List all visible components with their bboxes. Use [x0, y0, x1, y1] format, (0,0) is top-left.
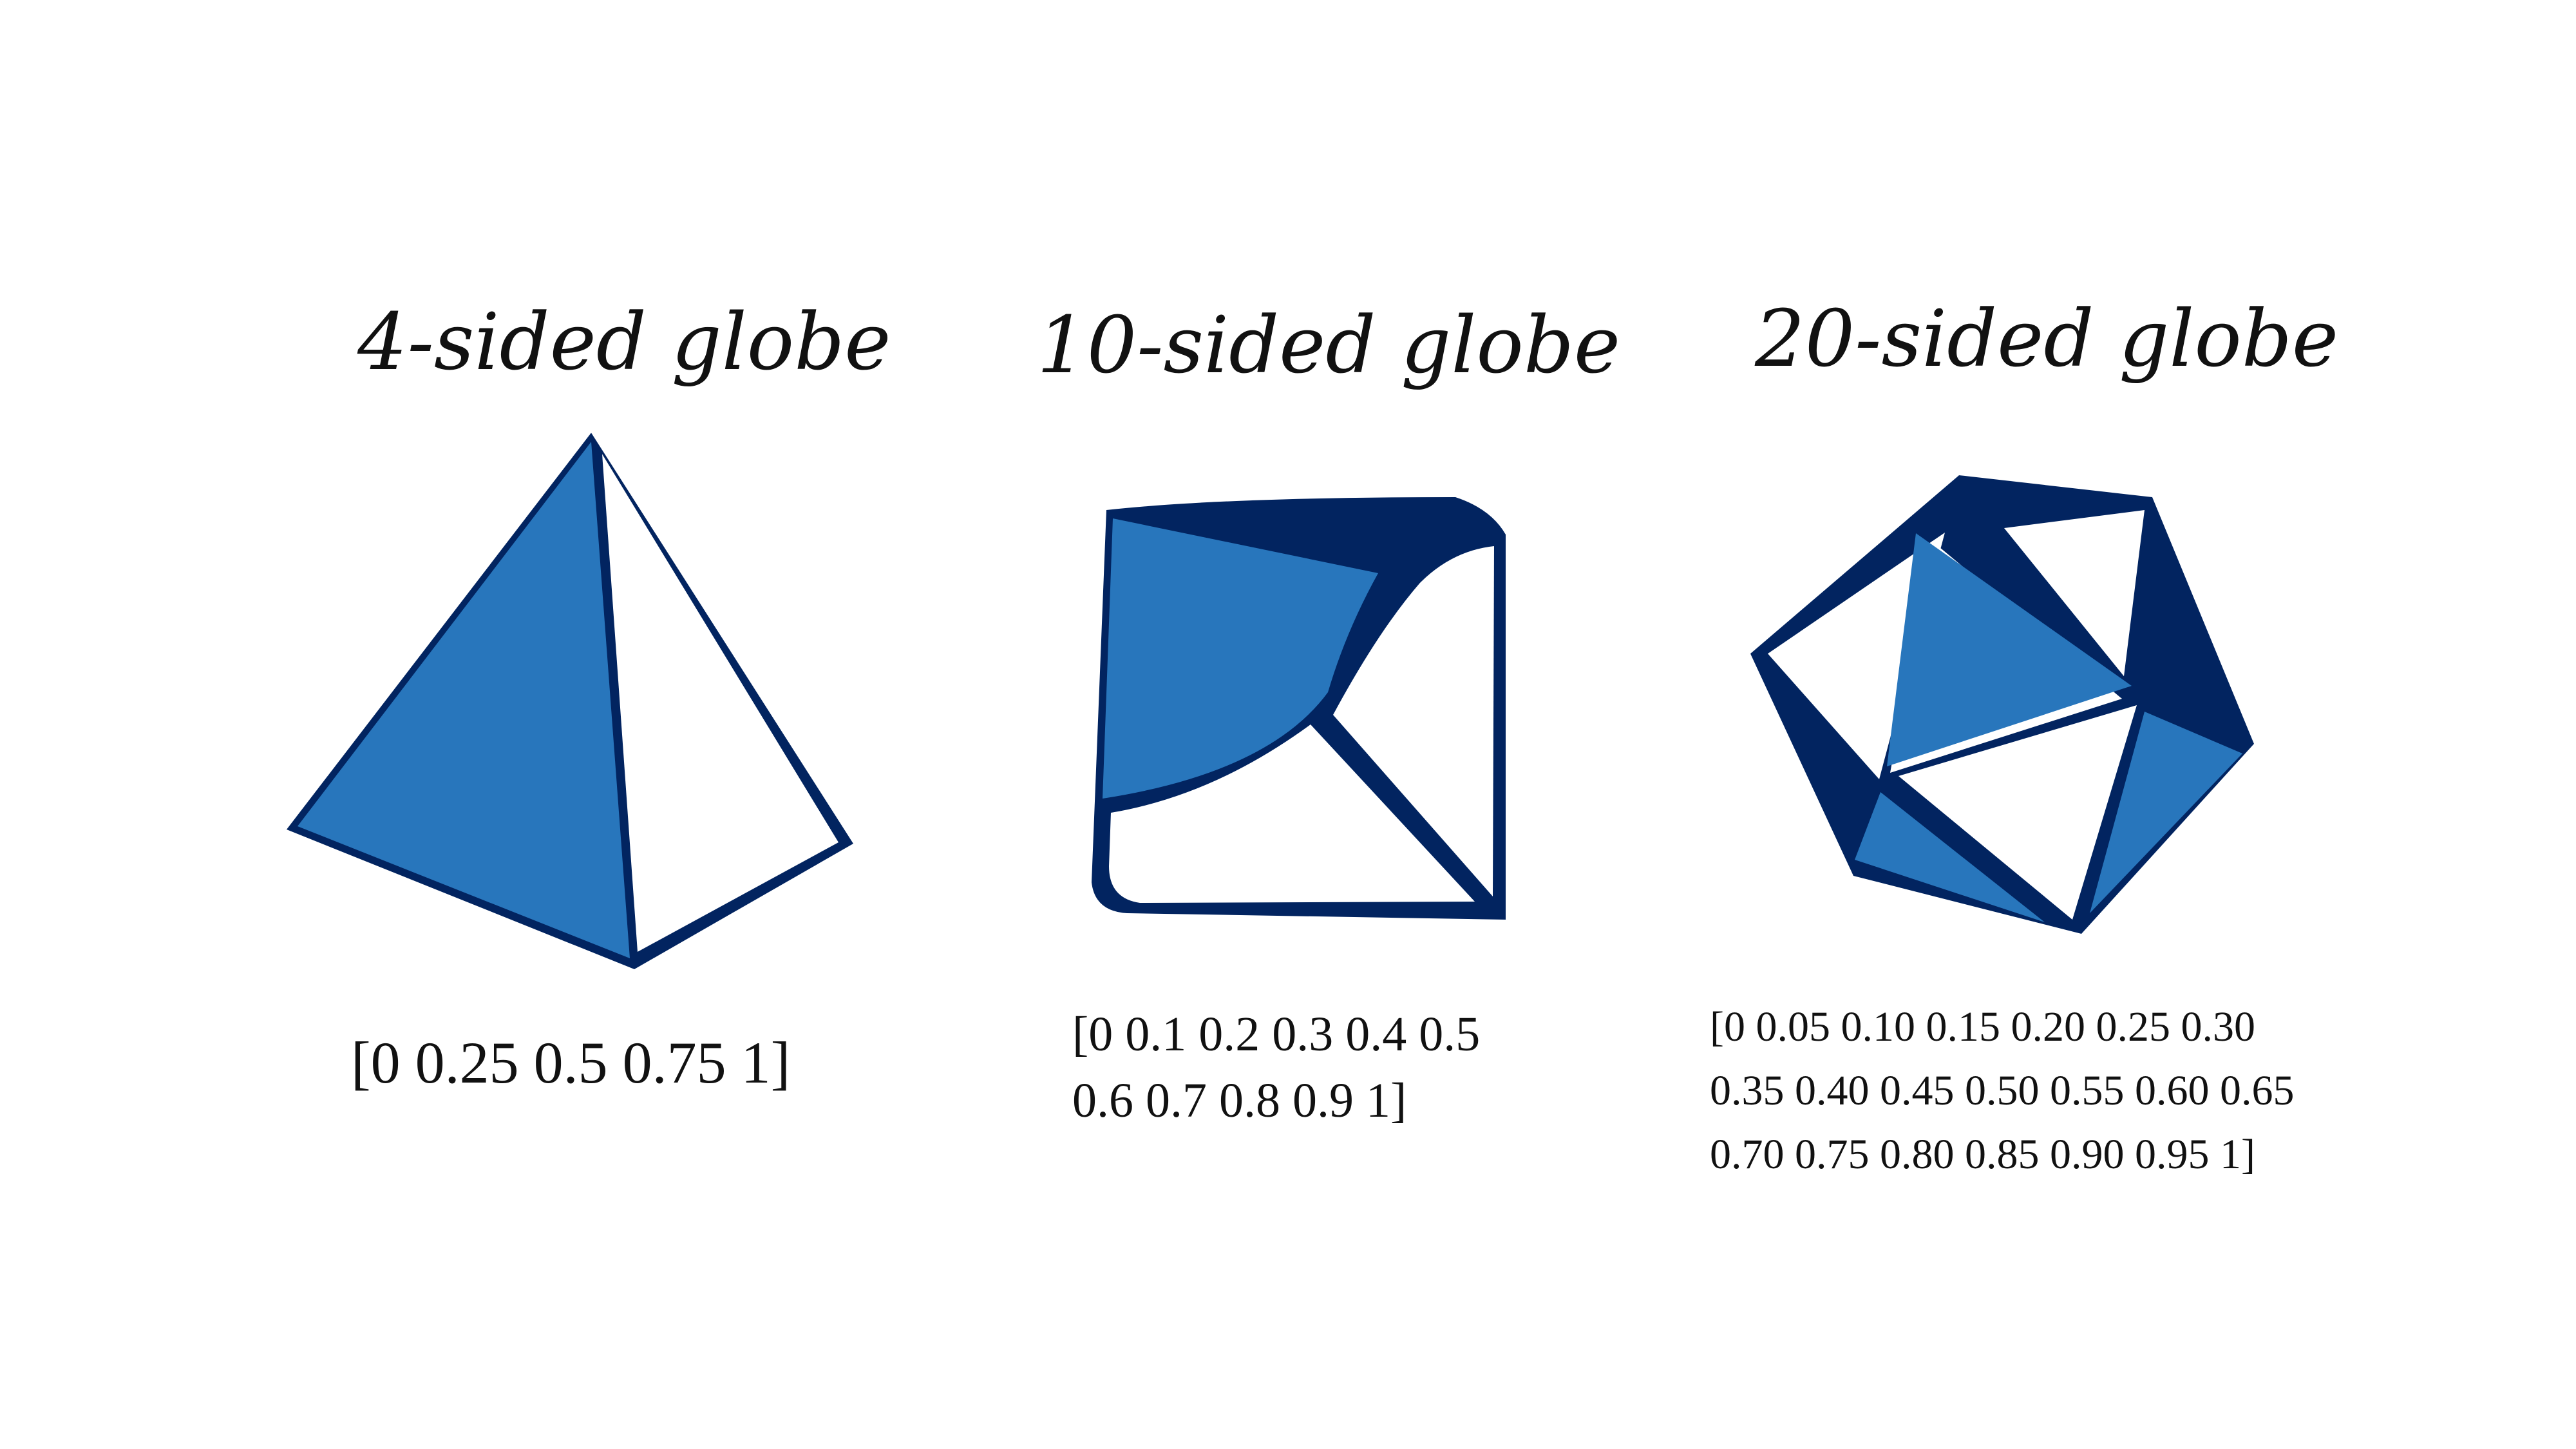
values-line: 0.70 0.75 0.80 0.85 0.90 0.95 1]: [1710, 1131, 2255, 1178]
ico-white-face-left: [1768, 533, 1945, 779]
values-line: [0 0.25 0.5 0.75 1]: [351, 1030, 791, 1095]
values-20-sided: [0 0.05 0.10 0.15 0.20 0.25 0.30 0.35 0.…: [1710, 995, 2295, 1186]
values-line: [0 0.05 0.10 0.15 0.20 0.25 0.30: [1710, 1003, 2255, 1050]
tetra-white-face: [602, 454, 838, 952]
title-10-sided: 10-sided globe: [1037, 299, 1621, 391]
tetrahedron-shape: [287, 433, 853, 969]
ten-sided-shape: [1092, 497, 1506, 920]
tetra-blue-face: [298, 442, 630, 958]
ico-blue-face-bottom-left: [1855, 792, 2045, 922]
ico-white-face-middle: [1899, 705, 2137, 920]
icosahedron-shape: [1750, 475, 2254, 934]
tenside-white-face-right: [1333, 546, 1494, 896]
values-line: 0.6 0.7 0.8 0.9 1]: [1072, 1074, 1407, 1128]
values-4-sided: [0 0.25 0.5 0.75 1]: [351, 1027, 790, 1098]
values-line: 0.35 0.40 0.45 0.50 0.55 0.60 0.65: [1710, 1067, 2295, 1114]
title-4-sided: 4-sided globe: [357, 296, 891, 388]
tenside-white-face-bottom: [1109, 724, 1475, 903]
ico-blue-face-center: [1887, 533, 2132, 766]
title-20-sided: 20-sided globe: [1755, 293, 2339, 384]
tenside-blue-face: [1103, 518, 1378, 799]
ico-blue-face-right: [2090, 712, 2242, 913]
values-10-sided: [0 0.1 0.2 0.3 0.4 0.5 0.6 0.7 0.8 0.9 1…: [1072, 1001, 1480, 1135]
values-line: [0 0.1 0.2 0.3 0.4 0.5: [1072, 1007, 1481, 1061]
ico-white-face-top: [2004, 510, 2145, 676]
